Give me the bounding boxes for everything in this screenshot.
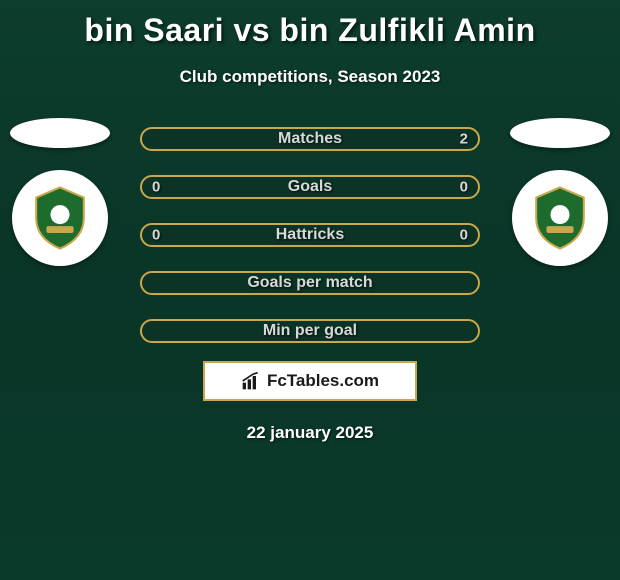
stat-row-min-per-goal: Min per goal [140, 319, 480, 343]
stat-right-value: 2 [460, 131, 468, 148]
stat-left-value: 0 [152, 227, 160, 244]
shield-icon [26, 184, 94, 252]
player-left-column [10, 118, 110, 266]
stat-row-goals: 0 Goals 0 [140, 175, 480, 199]
stat-row-matches: Matches 2 [140, 127, 480, 151]
page-subtitle: Club competitions, Season 2023 [0, 67, 620, 87]
player-left-club-badge [12, 170, 108, 266]
brand-name: FcTables.com [267, 371, 379, 391]
chart-icon [241, 371, 261, 391]
player-right-column [510, 118, 610, 266]
player-left-flag [10, 118, 110, 148]
footer-date: 22 january 2025 [0, 423, 620, 443]
stat-label: Goals per match [247, 274, 372, 292]
stat-label: Min per goal [263, 322, 357, 340]
stat-row-hattricks: 0 Hattricks 0 [140, 223, 480, 247]
player-right-club-badge [512, 170, 608, 266]
stat-label: Matches [278, 130, 342, 148]
player-right-flag [510, 118, 610, 148]
stat-label: Goals [288, 178, 332, 196]
brand-box[interactable]: FcTables.com [203, 361, 417, 401]
shield-icon [526, 184, 594, 252]
stat-row-goals-per-match: Goals per match [140, 271, 480, 295]
stat-right-value: 0 [460, 179, 468, 196]
stat-left-value: 0 [152, 179, 160, 196]
stat-label: Hattricks [276, 226, 344, 244]
page-title: bin Saari vs bin Zulfikli Amin [0, 0, 620, 49]
stat-right-value: 0 [460, 227, 468, 244]
